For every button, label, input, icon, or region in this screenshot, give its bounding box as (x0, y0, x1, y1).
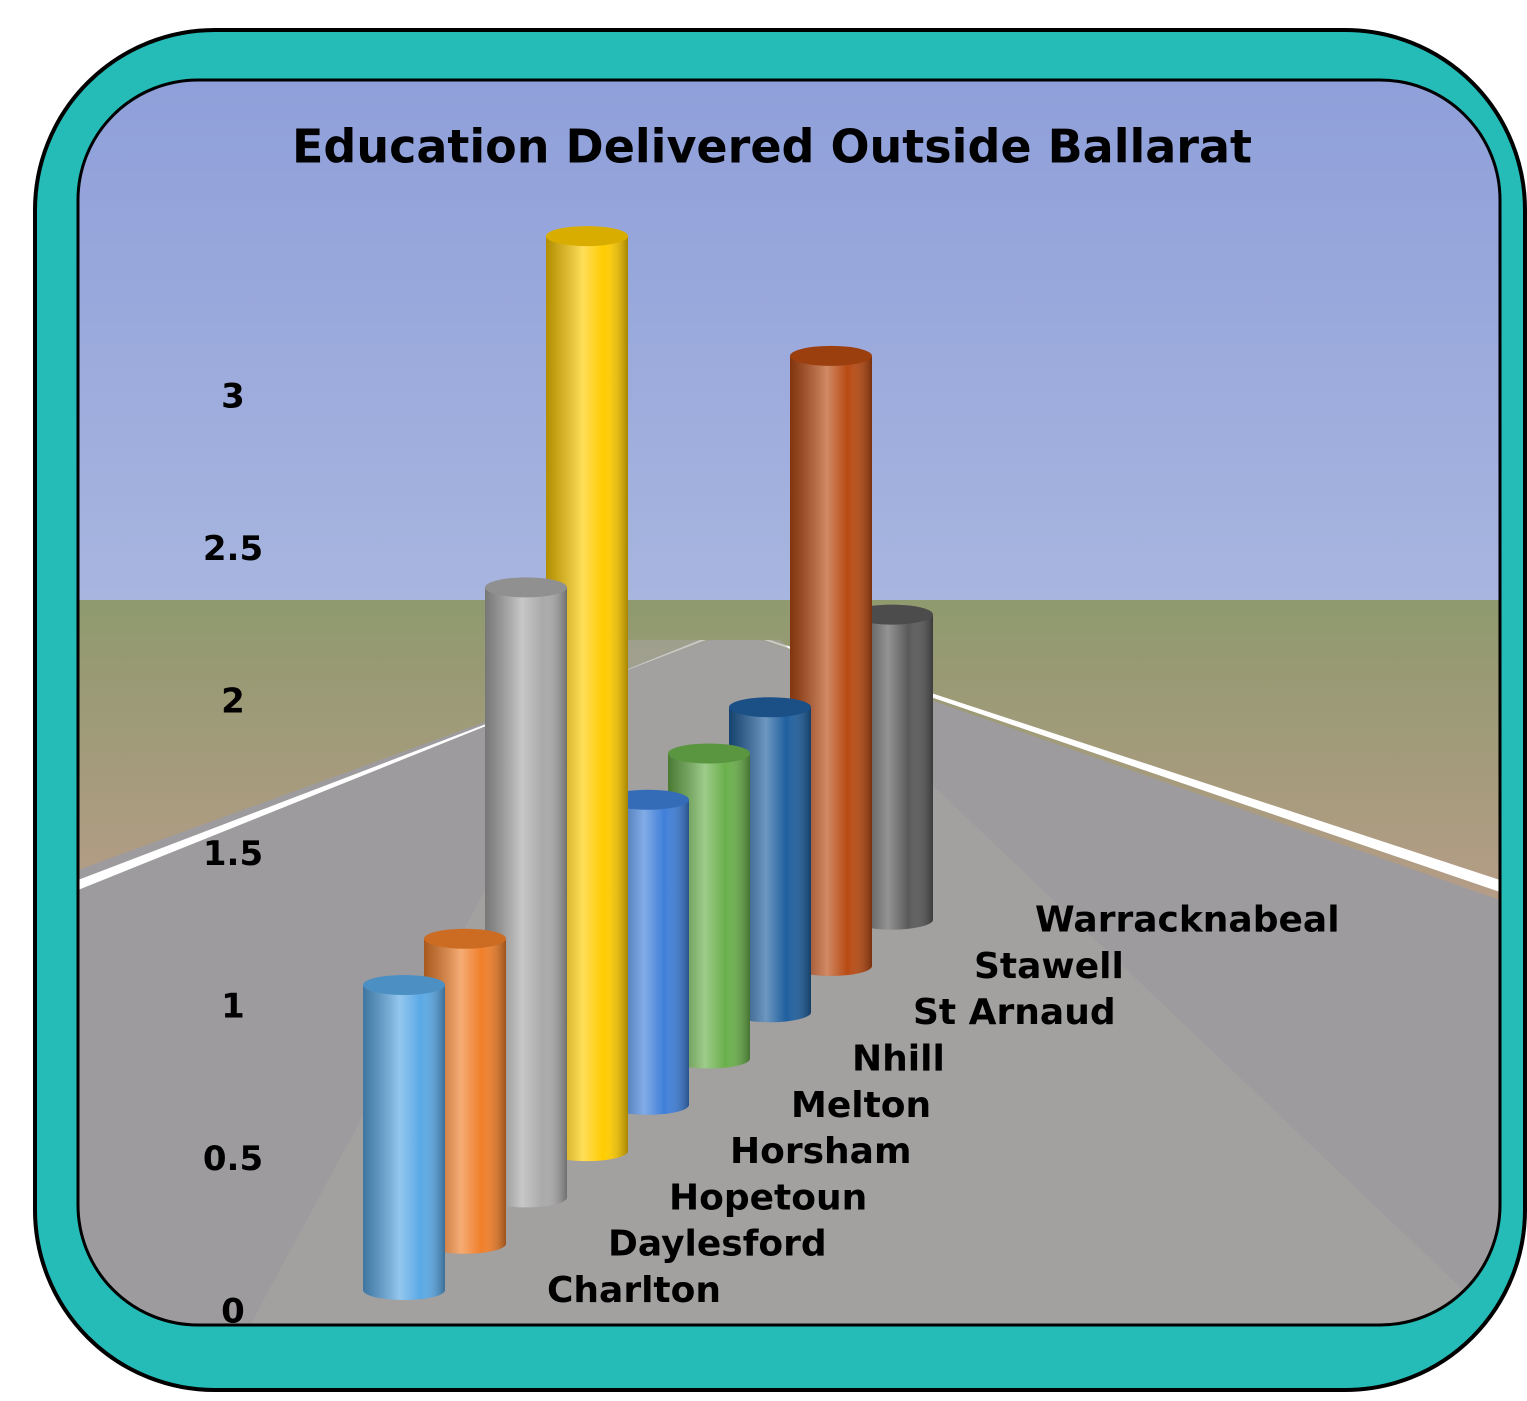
y-tick-label: 2.5 (203, 529, 263, 569)
y-tick-label: 1 (221, 987, 245, 1027)
category-label: Nhill (852, 1039, 945, 1080)
bar-shading (363, 985, 445, 1300)
bar-top-shading (363, 975, 445, 995)
bar-top-shading (668, 744, 750, 764)
bar-top-shading (546, 226, 628, 246)
page: {"chart_data": {"type": "bar3d", "title"… (0, 0, 1527, 1401)
y-tick-label: 0.5 (203, 1139, 263, 1179)
category-label: St Arnaud (913, 992, 1116, 1033)
y-tick-label: 3 (221, 377, 245, 417)
bar-top-shading (790, 346, 872, 366)
category-label: Charlton (547, 1270, 721, 1311)
category-label: Horsham (730, 1131, 911, 1172)
y-tick-label: 2 (221, 682, 245, 722)
chart: Education Delivered Outside Ballarat 0 0.… (0, 0, 1527, 1401)
bar-top-shading (424, 929, 506, 949)
category-label: Warracknabeal (1035, 900, 1340, 941)
chart-title: Education Delivered Outside Ballarat (292, 120, 1252, 174)
category-label: Hopetoun (669, 1177, 867, 1218)
category-label: Melton (791, 1085, 931, 1126)
y-tick-label: 0 (221, 1292, 245, 1332)
bar-top-shading (729, 697, 811, 717)
category-label: Stawell (974, 946, 1124, 987)
category-label: Daylesford (608, 1224, 827, 1265)
bar-top-shading (485, 577, 567, 597)
y-tick-label: 1.5 (203, 834, 263, 874)
